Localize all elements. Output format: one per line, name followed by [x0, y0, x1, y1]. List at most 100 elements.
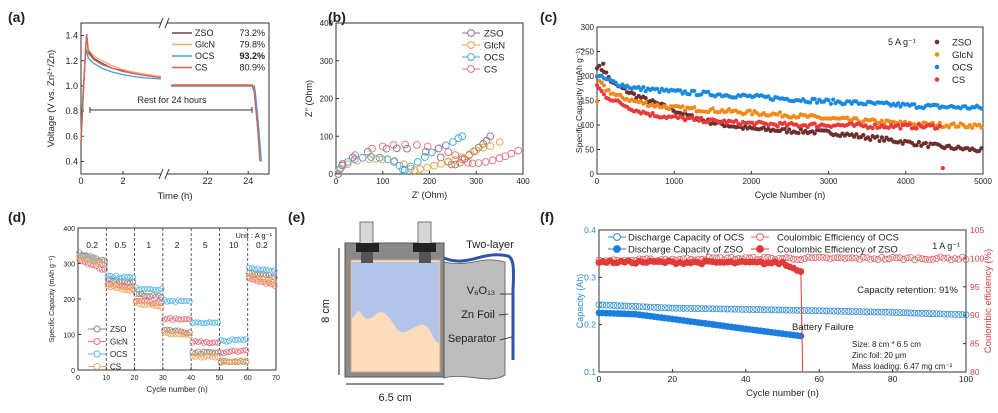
capacity-point-ocs [912, 102, 917, 107]
legend-value: 73.2% [239, 28, 265, 38]
cycle-point [639, 303, 647, 311]
nyquist-point-ocs [458, 132, 467, 141]
cycle-point [958, 253, 966, 261]
rate-label: 10 [229, 240, 239, 250]
capacity-point-zso [916, 139, 922, 145]
cycle-point [845, 308, 852, 315]
cycle-point [643, 303, 651, 311]
axis-break-gap [161, 21, 167, 176]
rate-point-ocs [141, 286, 148, 293]
nyquist-point-glcn [486, 142, 495, 150]
cycle-point [914, 309, 922, 317]
x-tick-label: 2000 [743, 177, 761, 186]
rate-point-ocs [164, 298, 171, 305]
cycle-point [889, 308, 896, 316]
cycle-point [885, 308, 893, 316]
cycle-point [808, 254, 816, 262]
cycle-point [922, 255, 930, 263]
rate-point-cs [118, 286, 125, 293]
legend-marker [93, 363, 101, 370]
y-tick-label: 0 [71, 368, 75, 375]
legend-label: Coulombic Efficiency of OCS [777, 233, 899, 244]
nyquist-point-ocs [449, 138, 457, 146]
capacity-point-ocs [935, 103, 940, 108]
capacity-point-cs [870, 126, 875, 131]
capacity-point-ocs [828, 101, 834, 106]
cycle-point [742, 305, 750, 313]
voltage-curve-cs [80, 35, 161, 142]
cycle-point [683, 304, 691, 312]
cycle-point [837, 307, 845, 315]
rate-point-ocs [118, 274, 125, 281]
cycle-point [815, 307, 823, 315]
rate-point-ocs [178, 298, 185, 305]
capacity-point-ocs [831, 97, 836, 102]
capacity-point-glcn [956, 124, 961, 129]
nyquist-point-cs [444, 148, 453, 156]
cycle-point [720, 305, 728, 313]
y-tick-label: 0 [590, 170, 595, 179]
cycle-point [804, 307, 812, 314]
rate-point-glcn [192, 338, 199, 345]
rate-point-ocs [243, 336, 250, 343]
rate-point-cs [138, 301, 145, 308]
cycle-point [815, 253, 823, 261]
cycle-point [900, 309, 908, 317]
rate-point-cs [166, 331, 173, 338]
current-density-label: 5 A g⁻¹ [888, 37, 916, 47]
rate-point-glcn [164, 315, 171, 322]
cycle-point [892, 254, 900, 262]
rate-point-ocs [183, 297, 190, 304]
capacity-point-cs [930, 123, 935, 128]
rate-point-cs [175, 331, 182, 338]
rate-point-glcn [172, 315, 179, 322]
cycle-point [955, 255, 963, 263]
rate-point-glcn [240, 347, 247, 354]
rate-point-cs [130, 286, 137, 293]
rate-point-glcn [223, 349, 230, 356]
x-tick-label: 30 [159, 375, 167, 382]
legend-label: Coulombic Efficiency of ZSO [777, 245, 898, 256]
y-tick-label: 0.4 [584, 225, 596, 235]
rate-point-cs [220, 359, 227, 366]
cycle-point [713, 305, 720, 313]
rate-point-ocs [135, 286, 142, 293]
legend-marker [93, 325, 101, 333]
rate-point-glcn [217, 349, 224, 356]
capacity-point-cs [895, 123, 901, 128]
plot-frame-a [80, 22, 270, 175]
rate-point-cs [127, 287, 134, 294]
x-tick-label: 0 [76, 375, 80, 382]
cycle-point [801, 255, 808, 263]
capacity-point-cs [812, 121, 817, 126]
cycle-point [918, 255, 926, 263]
rest-annotation: Rest for 24 hours [137, 95, 207, 105]
axis-break-icon [158, 168, 164, 180]
rate-point-cs [229, 358, 236, 365]
y-axis-label: Z'' (Ohm) [304, 80, 314, 117]
cycle-point [698, 305, 706, 313]
capacity-point-glcn [946, 125, 952, 130]
cycle-point [727, 305, 735, 313]
rate-point-cs [155, 303, 162, 310]
electrode-tab [359, 221, 374, 245]
rate-point-ocs [263, 266, 270, 273]
rate-point-ocs [248, 264, 255, 271]
cycle-point [709, 305, 717, 313]
rate-point-ocs [257, 267, 264, 274]
cycle-point [940, 310, 948, 318]
cycle-point [962, 256, 970, 263]
cycle-point [782, 254, 790, 262]
panel-label: (e) [288, 209, 305, 225]
cycle-point [852, 254, 860, 262]
cycle-point [702, 305, 709, 313]
x-tick-label: 0 [597, 374, 602, 384]
x-tick-label: 5000 [974, 177, 992, 186]
cycle-point [845, 254, 852, 262]
rate-point-ocs [254, 265, 261, 272]
capacity-point-ocs [678, 88, 683, 93]
rate-point-glcn [84, 260, 91, 267]
rate-point-glcn [243, 347, 250, 354]
cycle-point [859, 308, 867, 316]
